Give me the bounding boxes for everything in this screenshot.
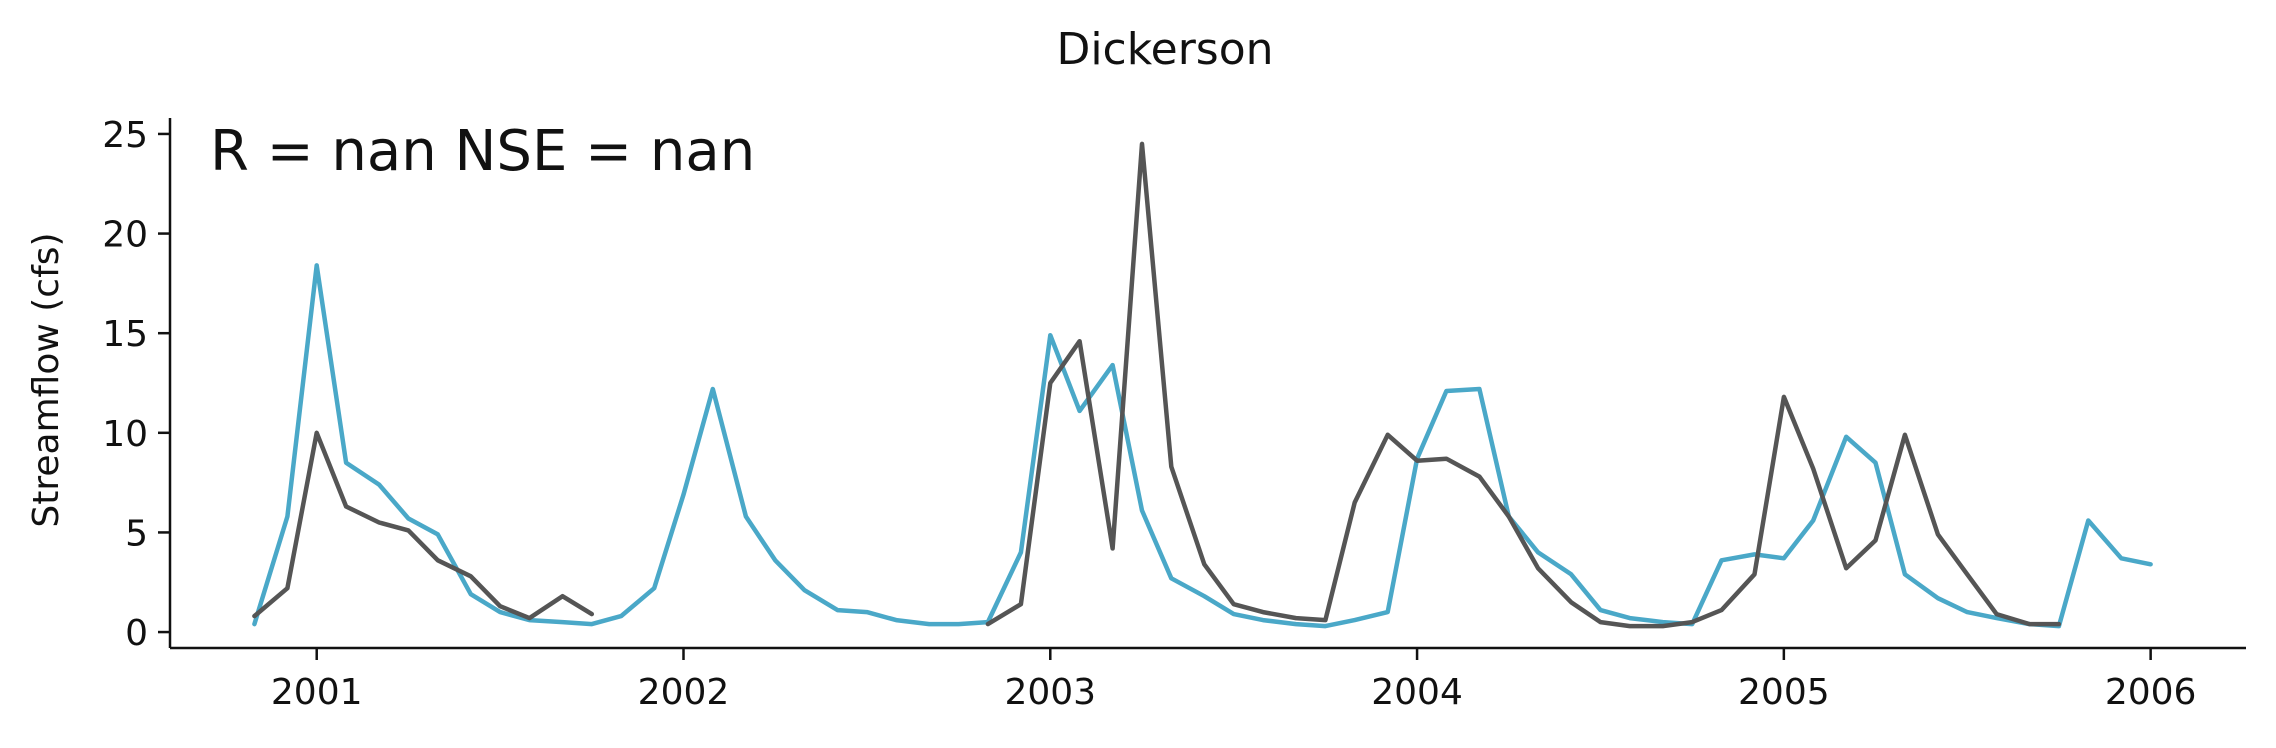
axes-layer: 2001 2002 2003 2004 2005 2006 0 5 10 15 20 25 <box>102 115 2246 713</box>
y-tick-label-5: 5 <box>125 513 148 554</box>
series-2-line-segment-2 <box>985 141 2062 629</box>
y-tick-label-15: 15 <box>102 314 148 355</box>
series-2-line-segment-1 <box>252 430 595 621</box>
x-tick-label-2003: 2003 <box>1004 672 1096 713</box>
x-tick-label-2002: 2002 <box>638 672 730 713</box>
series-1-line-segment-1 <box>252 263 2153 629</box>
x-tick-label-2006: 2006 <box>2105 672 2197 713</box>
y-tick-label-25: 25 <box>102 115 148 156</box>
chart-title: Dickerson <box>1056 24 1273 75</box>
metrics-annotation: R = nan NSE = nan <box>210 119 755 184</box>
y-axis-label: Streamflow (cfs) <box>26 232 67 527</box>
y-tick-label-0: 0 <box>125 613 148 654</box>
x-tick-label-2001: 2001 <box>271 672 363 713</box>
y-tick-label-20: 20 <box>102 215 148 256</box>
x-tick-label-2005: 2005 <box>1738 672 1830 713</box>
x-tick-label-2004: 2004 <box>1371 672 1463 713</box>
y-tick-label-10: 10 <box>102 414 148 455</box>
series-layer <box>252 141 2153 629</box>
